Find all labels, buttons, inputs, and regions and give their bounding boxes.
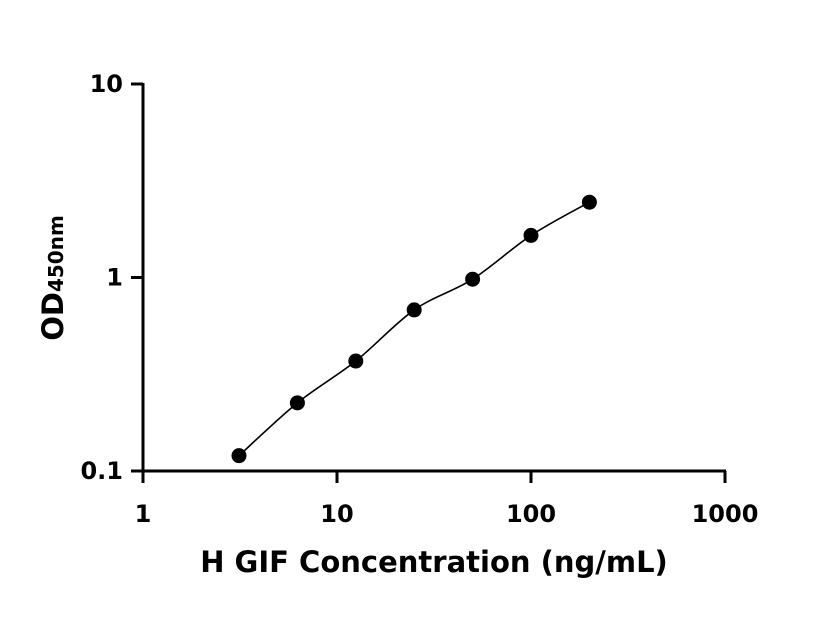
data-point (465, 271, 481, 287)
x-axis-ticks: 1 10 100 1000 (135, 471, 759, 528)
x-tick-label: 1000 (692, 500, 759, 528)
y-tick-label: 10 (90, 70, 123, 98)
y-tick-label: 0.1 (80, 457, 123, 485)
x-tick-label: 10 (320, 500, 353, 528)
data-point (581, 194, 597, 210)
axes (141, 83, 726, 473)
data-point (406, 302, 422, 318)
data-point (523, 227, 539, 243)
x-tick-label: 1 (135, 500, 152, 528)
data-point (231, 448, 247, 464)
x-axis-title: H GIF Concentration (ng/mL) (200, 545, 668, 579)
data-point (348, 353, 364, 369)
y-axis-title-main: OD (36, 292, 70, 341)
y-axis-ticks: 0.1 1 10 (80, 70, 143, 485)
y-axis-title: OD450nm (36, 215, 70, 341)
data-point (289, 395, 305, 411)
y-axis-title-sub: 450nm (44, 215, 68, 292)
data-points (231, 194, 597, 464)
y-tick-label: 1 (106, 264, 123, 292)
fit-curve (238, 201, 590, 457)
x-tick-label: 100 (506, 500, 556, 528)
